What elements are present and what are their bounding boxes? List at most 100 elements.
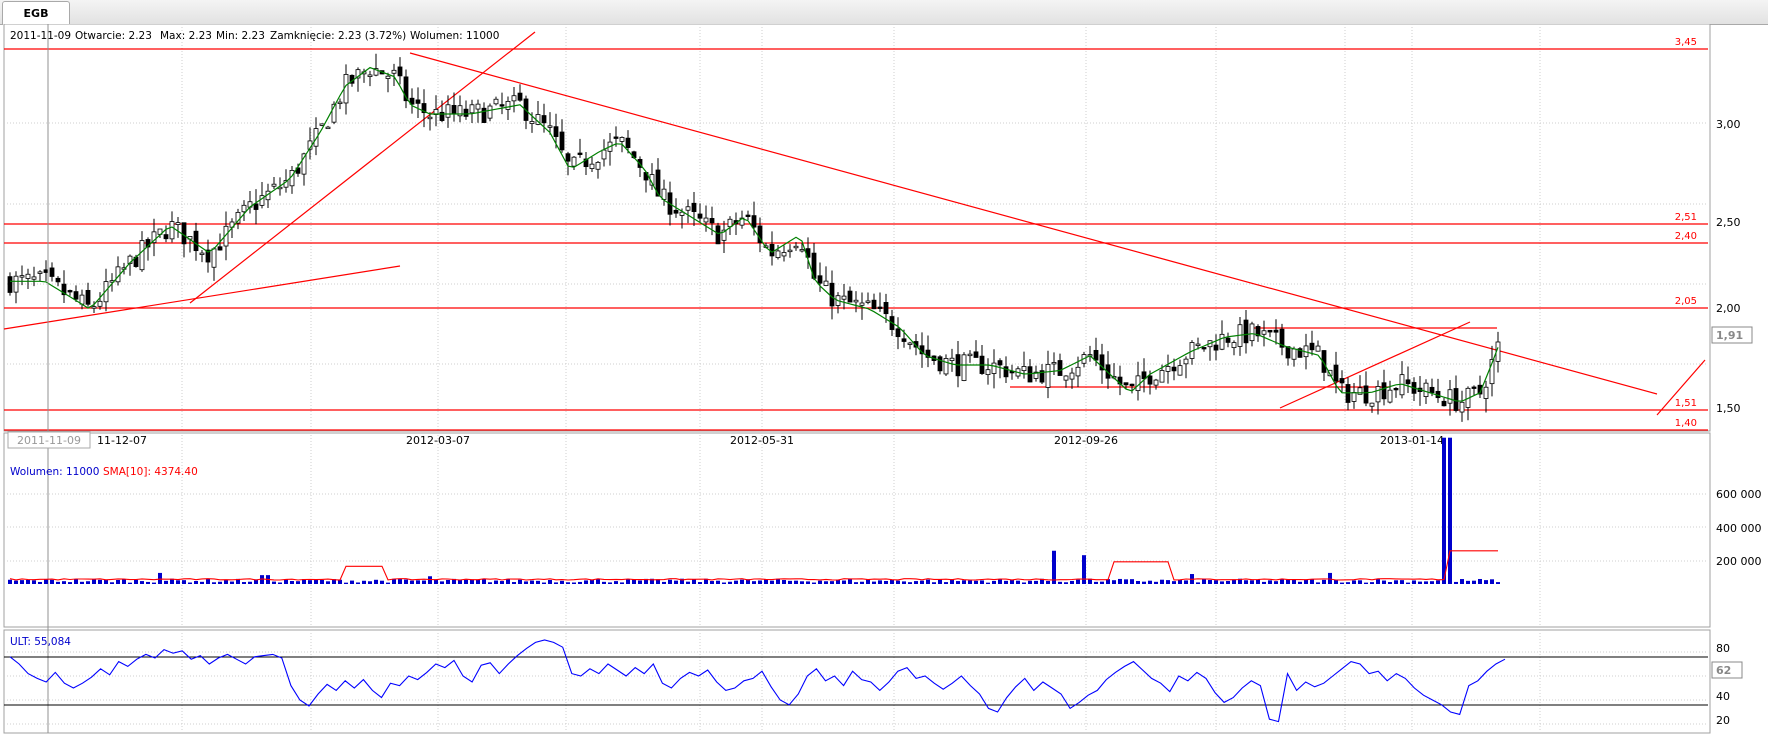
- volume-bar: [122, 579, 126, 584]
- candle-body: [325, 126, 331, 130]
- level-labels: 3,45 2,51 2,40 2,05 1,51 1,40: [1675, 37, 1697, 429]
- volume-bar: [1136, 580, 1140, 584]
- volume-bar: [758, 580, 762, 584]
- candle-body: [1219, 333, 1225, 350]
- tab-egb[interactable]: EGB: [2, 1, 70, 25]
- chart-area: 2011-11-09 Otwarcie: 2.23 Max: 2.23 Min:…: [3, 24, 1762, 734]
- volume-bar: [1052, 550, 1056, 584]
- volume-bar: [536, 580, 540, 584]
- candle-body: [469, 104, 475, 114]
- candle-body: [1021, 366, 1027, 372]
- candle-body: [19, 275, 25, 278]
- x-tick-label: 2013-01-14: [1380, 434, 1444, 447]
- candle-body: [1471, 386, 1477, 389]
- x-tick-label: 2012-03-07: [406, 434, 470, 447]
- volume-bar: [1094, 581, 1098, 584]
- candle-body: [853, 299, 859, 303]
- candle-body: [25, 273, 31, 279]
- candle-body: [55, 277, 61, 283]
- volume-bar: [428, 576, 432, 584]
- tab-bar: EGB: [0, 0, 1768, 25]
- candle-body: [1063, 375, 1069, 381]
- volume-bar: [698, 582, 702, 584]
- volume-bar: [704, 578, 708, 584]
- volume-bar: [116, 579, 120, 584]
- volume-bar: [680, 578, 684, 584]
- volume-bar: [224, 580, 228, 584]
- volume-bar: [1232, 579, 1236, 584]
- candle-body: [439, 111, 445, 121]
- candle-body: [505, 100, 511, 110]
- volume-bar: [1424, 581, 1428, 584]
- candle-body: [193, 230, 199, 252]
- volume-bar: [446, 579, 450, 584]
- volume-bar: [1112, 580, 1116, 584]
- candle-body: [727, 218, 733, 228]
- candle-body: [703, 217, 709, 223]
- volume-bar: [1124, 579, 1128, 584]
- price-panel: [3, 24, 1711, 432]
- volume-bar: [452, 578, 456, 584]
- x-tick-label: 11-12-07: [97, 434, 147, 447]
- candle-body: [985, 369, 991, 376]
- candle-body: [895, 328, 901, 338]
- volume-bar: [1214, 580, 1218, 584]
- volume-bar: [752, 581, 756, 584]
- volume-bar: [662, 581, 666, 584]
- ult-line: [9, 639, 1506, 723]
- volume-bar: [884, 580, 888, 584]
- volume-bar: [170, 578, 174, 584]
- level-label: 2,40: [1675, 231, 1697, 242]
- volume-bars: [8, 437, 1500, 584]
- volume-bar: [926, 579, 930, 584]
- candle-body: [151, 231, 157, 244]
- last-price-box: [1711, 326, 1753, 344]
- volume-bar: [866, 579, 870, 584]
- volume-bar: [56, 581, 60, 584]
- volume-bar: [956, 581, 960, 584]
- volume-bar: [986, 582, 990, 584]
- candle-body: [577, 152, 583, 155]
- candle-body: [1273, 329, 1279, 333]
- candle-body: [61, 283, 67, 296]
- candle-body: [139, 240, 145, 271]
- candle-body: [73, 291, 79, 300]
- volume-bar: [716, 580, 720, 584]
- volume-bar: [422, 580, 426, 584]
- volume-bar: [512, 582, 516, 584]
- candle-body: [925, 349, 931, 358]
- volume-bar: [356, 582, 360, 584]
- candle-body: [583, 158, 589, 168]
- candle-body: [1231, 342, 1237, 349]
- volume-bar: [638, 580, 642, 584]
- volume-bar: [950, 579, 954, 584]
- candle-body: [655, 169, 661, 197]
- volume-bar: [806, 581, 810, 584]
- volume-bar: [38, 581, 42, 584]
- candle-body: [787, 249, 793, 253]
- candle-body: [13, 275, 19, 293]
- volume-bar: [68, 582, 72, 584]
- candle-body: [211, 248, 217, 268]
- candle-body: [1243, 319, 1249, 344]
- volume-bar: [74, 579, 78, 584]
- volume-bar: [776, 578, 780, 584]
- info-open: Otwarcie: 2.23: [75, 30, 152, 42]
- volume-bar: [578, 581, 582, 584]
- candle-body: [769, 244, 775, 257]
- support-resistance-levels: [4, 48, 1708, 431]
- volume-bar: [1352, 580, 1356, 584]
- volume-bar: [614, 581, 618, 584]
- volume-bar: [650, 578, 654, 584]
- ult-tick: 20: [1716, 714, 1730, 727]
- candle-body: [1279, 328, 1285, 348]
- candle-body: [391, 69, 397, 74]
- price-tick: 2,00: [1716, 302, 1741, 315]
- volume-bar: [278, 582, 282, 584]
- candle-body: [511, 95, 517, 102]
- volume-legend: Wolumen: 11000: [10, 466, 99, 478]
- candle-body: [937, 356, 943, 372]
- candle-body: [1003, 366, 1009, 378]
- volume-bar: [602, 581, 606, 584]
- volume-bar: [1400, 580, 1404, 584]
